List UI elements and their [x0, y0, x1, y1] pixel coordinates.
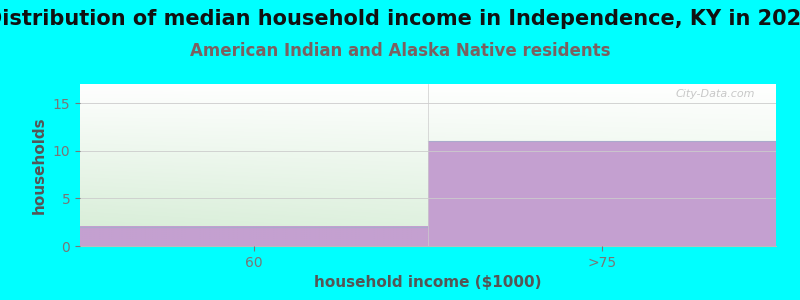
Y-axis label: households: households	[32, 116, 47, 214]
Text: Distribution of median household income in Independence, KY in 2022: Distribution of median household income …	[0, 9, 800, 29]
Text: City-Data.com: City-Data.com	[676, 89, 755, 99]
Text: American Indian and Alaska Native residents: American Indian and Alaska Native reside…	[190, 42, 610, 60]
X-axis label: household income ($1000): household income ($1000)	[314, 275, 542, 290]
